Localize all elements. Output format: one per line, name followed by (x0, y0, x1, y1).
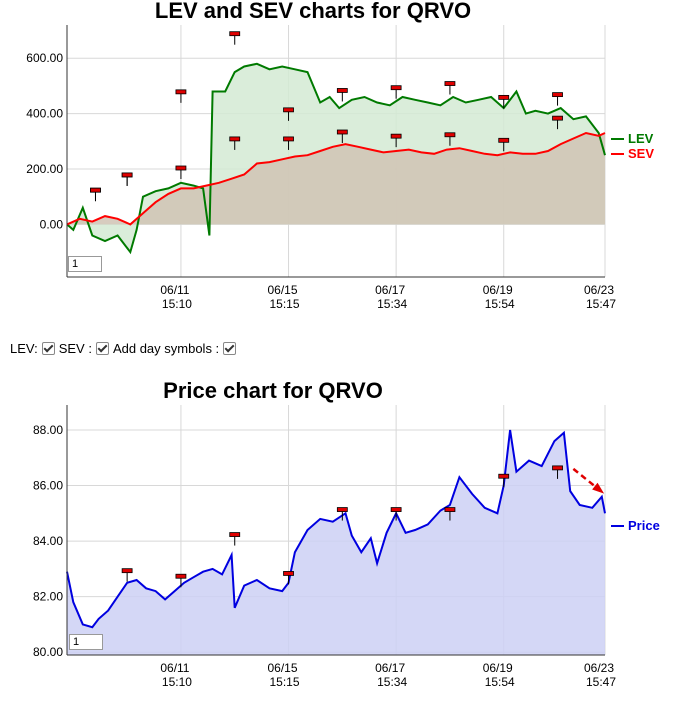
series-line-lev (66, 62, 606, 255)
day-symbols-checkbox-label: Add day symbols : (112, 341, 220, 356)
y-tick-label: 88.00 (33, 423, 63, 437)
legend-label-price: Price (628, 518, 660, 533)
lev-sev-chart: 0.00200.00400.00600.0006/1115:1006/1515:… (26, 25, 654, 311)
legend-label-lev: LEV (628, 131, 654, 146)
x-tick-time: 15:10 (162, 675, 192, 689)
day-symbol-price (336, 507, 348, 512)
day-symbol-lev (336, 88, 348, 93)
day-symbol-price (283, 571, 294, 576)
series-area-sev (67, 133, 605, 225)
day-symbol-sev (90, 187, 101, 193)
y-tick-label: 0.00 (40, 217, 64, 231)
day-symbol-price (175, 573, 187, 579)
day-symbol-sev (552, 115, 563, 121)
x-tick-time: 15:54 (485, 297, 515, 311)
day-symbol-price (121, 568, 133, 574)
x-tick-date: 06/19 (483, 283, 513, 297)
day-symbol-price (229, 532, 241, 537)
x-tick-date: 06/17 (375, 661, 405, 675)
legend-label-sev: SEV (628, 146, 654, 161)
x-tick-time: 15:47 (586, 297, 616, 311)
lev-checkbox[interactable] (41, 342, 55, 355)
y-tick-label: 80.00 (33, 645, 63, 659)
x-tick-date: 06/11 (160, 283, 189, 297)
x-tick-date: 06/15 (268, 283, 298, 297)
trend-arrow-line (572, 467, 602, 493)
chart-controls: LEV: SEV : Add day symbols : (10, 341, 237, 356)
y-tick-label: 84.00 (33, 534, 63, 548)
x-tick-time: 15:34 (377, 297, 407, 311)
day-symbol-sev (283, 136, 294, 142)
x-tick-time: 15:15 (270, 675, 300, 689)
day-symbols-checkbox[interactable] (223, 342, 237, 355)
x-tick-time: 15:15 (270, 297, 300, 311)
x-tick-time: 15:10 (162, 297, 192, 311)
x-tick-date: 06/17 (375, 283, 405, 297)
series-area-price (67, 430, 605, 655)
series-line-price (66, 429, 606, 629)
y-tick-label: 82.00 (33, 590, 63, 604)
sev-checkbox-label: SEV : (58, 341, 92, 356)
trend-arrow-head (592, 482, 605, 494)
day-symbol-sev (175, 165, 187, 171)
price-chart-title: Price chart for QRVO (163, 378, 383, 403)
day-symbol-price (498, 473, 510, 479)
y-tick-label: 400.00 (26, 107, 63, 121)
day-symbol-price (390, 507, 402, 512)
y-tick-label: 86.00 (33, 479, 63, 493)
range-input-price[interactable] (69, 634, 103, 650)
x-tick-date: 06/23 (584, 283, 614, 297)
sev-checkbox[interactable] (95, 342, 109, 355)
x-tick-time: 15:34 (377, 675, 407, 689)
day-symbol-lev (552, 92, 563, 98)
range-input-lev-sev[interactable] (68, 256, 102, 272)
lev-checkbox-label: LEV: (10, 341, 38, 356)
day-symbol-lev (283, 107, 294, 113)
day-symbol-lev (498, 94, 510, 100)
day-symbol-price (552, 465, 563, 471)
series-line-sev (66, 131, 606, 226)
day-symbol-sev (498, 137, 510, 143)
day-symbol-lev (175, 89, 187, 95)
y-tick-label: 200.00 (26, 162, 63, 176)
x-tick-date: 06/11 (160, 661, 189, 675)
lev-sev-chart-title: LEV and SEV charts for QRVO (154, 0, 472, 23)
day-symbol-lev (390, 85, 402, 91)
x-tick-date: 06/15 (268, 661, 298, 675)
x-tick-date: 06/19 (483, 661, 513, 675)
day-symbol-sev (390, 133, 402, 139)
day-symbol-lev (444, 81, 456, 86)
day-symbol-sev (229, 136, 241, 142)
y-tick-label: 600.00 (26, 51, 63, 65)
day-symbol-sev (444, 132, 456, 138)
x-tick-time: 15:47 (586, 675, 616, 689)
day-symbol-lev (229, 31, 241, 37)
x-tick-time: 15:54 (485, 675, 515, 689)
day-symbol-sev (121, 172, 133, 178)
day-symbol-price (444, 507, 456, 512)
x-tick-date: 06/23 (584, 661, 614, 675)
day-symbol-sev (336, 129, 348, 135)
